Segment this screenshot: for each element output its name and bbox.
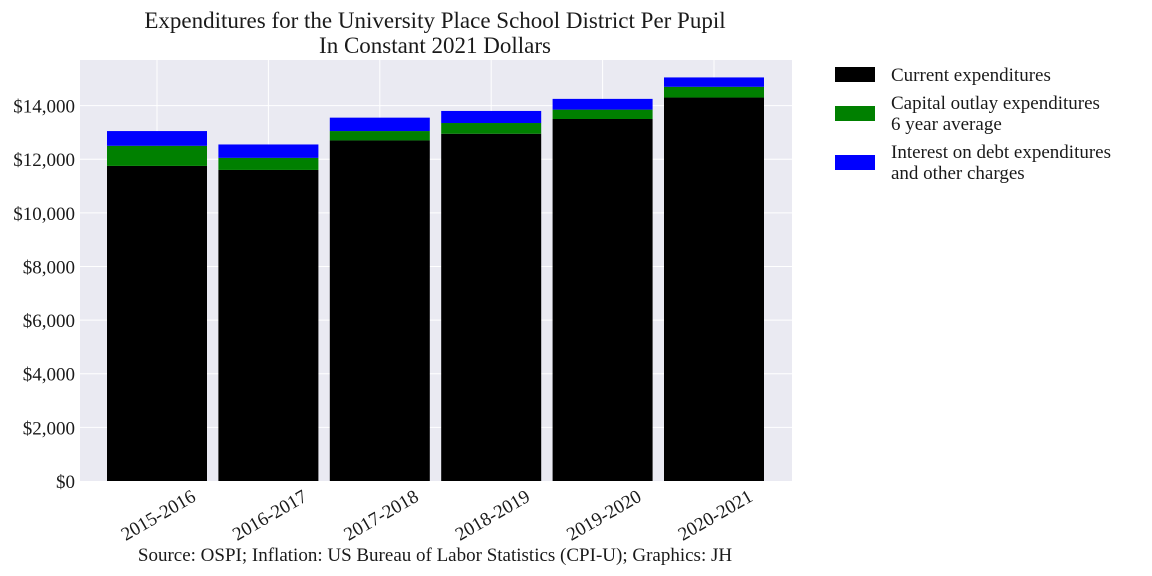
bar-2015-2016-series-2 <box>107 131 207 146</box>
bar-2015-2016-series-0 <box>107 165 207 481</box>
bar-2015-2016-series-1 <box>107 145 207 166</box>
bar-2019-2020-series-0 <box>552 118 653 482</box>
legend: Current expenditures Capital outlay expen… <box>835 65 1111 184</box>
y-tick-label: $2,000 <box>23 418 75 439</box>
y-tick-label: $14,000 <box>13 97 75 118</box>
legend-swatch <box>835 67 875 82</box>
bar-2019-2020-series-2 <box>552 98 653 110</box>
bar-2020-2021-series-0 <box>664 97 764 481</box>
bar-2016-2017-series-0 <box>218 169 319 481</box>
x-tick-label: 2019-2020 <box>563 486 645 545</box>
x-tick-label: 2020-2021 <box>675 486 757 545</box>
bar-2020-2021-series-1 <box>664 86 764 98</box>
x-tick-label: 2018-2019 <box>452 486 534 545</box>
bar-2016-2017-series-1 <box>218 157 319 170</box>
source-caption: Source: OSPI; Inflation: US Bureau of La… <box>138 545 732 566</box>
y-tick-label: $10,000 <box>13 204 75 225</box>
legend-swatch <box>835 155 875 170</box>
bar-2018-2019-series-0 <box>441 133 542 481</box>
y-axis-ticks: $0 $2,000 $4,000 $6,000 $8,000 $10,000 $12,000… <box>13 97 75 493</box>
bar-2016-2017-series-2 <box>218 144 319 158</box>
bar-2017-2018-series-0 <box>329 140 430 481</box>
x-tick-label: 2017-2018 <box>341 486 423 545</box>
y-tick-label: $12,000 <box>13 150 75 171</box>
legend-label: Current expenditures <box>891 65 1051 86</box>
chart-title: Expenditures for the University Place Sc… <box>144 8 725 33</box>
y-tick-label: $6,000 <box>23 311 75 332</box>
legend-label: Interest on debt expenditures and other c… <box>891 142 1111 184</box>
bar-2019-2020-series-1 <box>552 109 653 119</box>
bars <box>107 77 764 482</box>
y-tick-label: $0 <box>56 472 75 493</box>
y-tick-label: $4,000 <box>23 365 75 386</box>
x-tick-label: 2015-2016 <box>118 486 200 545</box>
legend-swatch <box>835 106 875 121</box>
bar-2017-2018-series-1 <box>329 131 430 141</box>
chart-subtitle: In Constant 2021 Dollars <box>319 33 551 58</box>
legend-label: Capital outlay expenditures 6 year averag… <box>891 93 1100 135</box>
x-axis-ticks: 2015-2016 2016-2017 2017-2018 2018-2019 2019… <box>118 486 757 545</box>
bar-2018-2019-series-1 <box>441 123 542 134</box>
bar-2018-2019-series-2 <box>441 110 542 124</box>
x-tick-label: 2016-2017 <box>229 486 311 545</box>
bar-2017-2018-series-2 <box>329 117 430 132</box>
y-tick-label: $8,000 <box>23 257 75 278</box>
bar-2020-2021-series-2 <box>664 77 764 87</box>
